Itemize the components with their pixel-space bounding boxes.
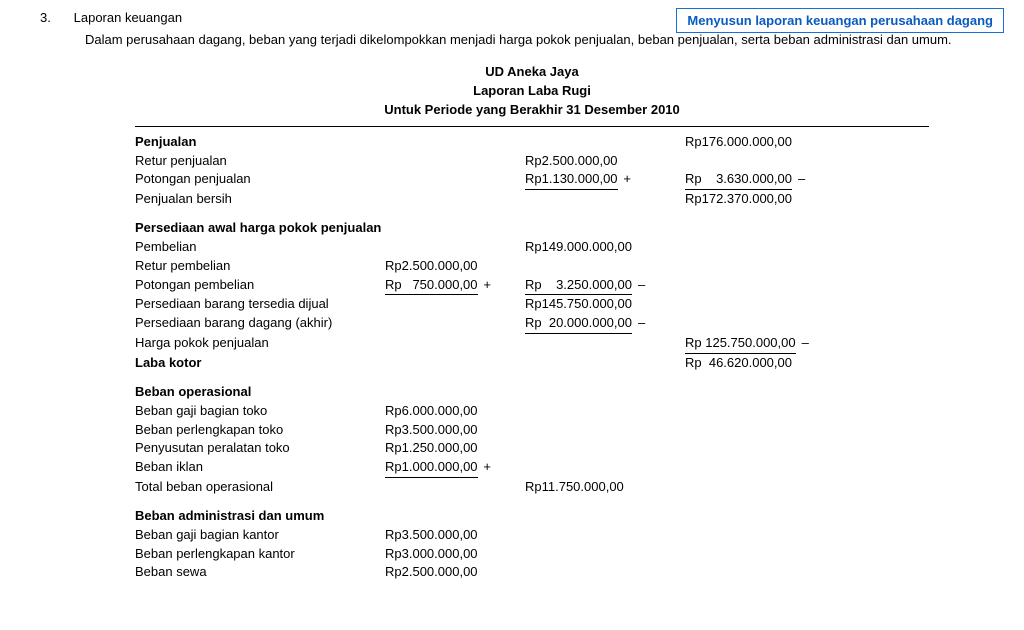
row-potongan-penjualan: Potongan penjualan Rp1.130.000,00 + Rp 3… bbox=[135, 170, 929, 190]
row-retur-pembelian: Retur pembelian Rp2.500.000,00 bbox=[135, 257, 929, 276]
row-perlengkapan-kantor: Beban perlengkapan kantor Rp3.000.000,00 bbox=[135, 545, 929, 564]
amount: Rp1.000.000,00 + bbox=[385, 458, 525, 478]
label: Persediaan awal harga pokok penjualan bbox=[135, 219, 385, 238]
label: Beban perlengkapan kantor bbox=[135, 545, 385, 564]
label: Potongan penjualan bbox=[135, 170, 385, 189]
label: Penjualan bbox=[135, 133, 385, 152]
amount: Rp1.250.000,00 bbox=[385, 439, 525, 458]
amount: Rp2.500.000,00 bbox=[525, 152, 685, 171]
amount: Rp6.000.000,00 bbox=[385, 402, 525, 421]
amount: Rp149.000.000,00 bbox=[525, 238, 685, 257]
row-hpp: Harga pokok penjualan Rp 125.750.000,00 … bbox=[135, 334, 929, 354]
company-name: UD Aneka Jaya bbox=[135, 63, 929, 82]
label: Penjualan bersih bbox=[135, 190, 385, 209]
label: Retur penjualan bbox=[135, 152, 385, 171]
row-gaji-kantor: Beban gaji bagian kantor Rp3.500.000,00 bbox=[135, 526, 929, 545]
label: Retur pembelian bbox=[135, 257, 385, 276]
amount: Rp3.500.000,00 bbox=[385, 421, 525, 440]
section-number: 3. bbox=[40, 10, 70, 25]
row-pembelian: Pembelian Rp149.000.000,00 bbox=[135, 238, 929, 257]
row-retur-penjualan: Retur penjualan Rp2.500.000,00 bbox=[135, 152, 929, 171]
amount: Rp 125.750.000,00 – bbox=[685, 334, 855, 354]
callout-box: Menyusun laporan keuangan perusahaan dag… bbox=[676, 8, 1004, 33]
amount-sum: Rp 3.630.000,00 – bbox=[685, 170, 855, 190]
label: Beban iklan bbox=[135, 458, 385, 477]
amount: Rp1.130.000,00 + bbox=[525, 170, 685, 190]
amount: Rp 750.000,00 + bbox=[385, 276, 525, 296]
label: Beban administrasi dan umum bbox=[135, 507, 385, 526]
amount: Rp 46.620.000,00 bbox=[685, 354, 855, 373]
amount: Rp11.750.000,00 bbox=[525, 478, 685, 497]
label: Penyusutan peralatan toko bbox=[135, 439, 385, 458]
label: Beban perlengkapan toko bbox=[135, 421, 385, 440]
body-paragraph: Dalam perusahaan dagang, beban yang terj… bbox=[85, 31, 984, 49]
row-iklan: Beban iklan Rp1.000.000,00 + bbox=[135, 458, 929, 478]
amount: Rp172.370.000,00 bbox=[685, 190, 855, 209]
row-laba-kotor: Laba kotor Rp 46.620.000,00 bbox=[135, 354, 929, 373]
row-persediaan-akhir: Persediaan barang dagang (akhir) Rp 20.0… bbox=[135, 314, 929, 334]
income-statement: UD Aneka Jaya Laporan Laba Rugi Untuk Pe… bbox=[135, 63, 929, 582]
amount: Rp176.000.000,00 bbox=[685, 133, 855, 152]
amount: Rp 20.000.000,00 – bbox=[525, 314, 685, 334]
section-title: Laporan keuangan bbox=[74, 10, 182, 25]
row-gaji-toko: Beban gaji bagian toko Rp6.000.000,00 bbox=[135, 402, 929, 421]
row-penjualan: Penjualan Rp176.000.000,00 bbox=[135, 133, 929, 152]
label: Pembelian bbox=[135, 238, 385, 257]
report-title: Laporan Laba Rugi bbox=[135, 82, 929, 101]
label: Total beban operasional bbox=[135, 478, 385, 497]
row-persediaan-awal: Persediaan awal harga pokok penjualan bbox=[135, 219, 929, 238]
label: Persediaan barang tersedia dijual bbox=[135, 295, 385, 314]
label: Laba kotor bbox=[135, 354, 385, 373]
label: Potongan pembelian bbox=[135, 276, 385, 295]
row-perlengkapan-toko: Beban perlengkapan toko Rp3.500.000,00 bbox=[135, 421, 929, 440]
row-penjualan-bersih: Penjualan bersih Rp172.370.000,00 bbox=[135, 190, 929, 209]
report-period: Untuk Periode yang Berakhir 31 Desember … bbox=[135, 101, 929, 120]
divider bbox=[135, 126, 929, 127]
amount: Rp2.500.000,00 bbox=[385, 257, 525, 276]
row-beban-operasional: Beban operasional bbox=[135, 383, 929, 402]
amount-sum: Rp 3.250.000,00 – bbox=[525, 276, 685, 296]
label: Beban gaji bagian kantor bbox=[135, 526, 385, 545]
amount: Rp3.500.000,00 bbox=[385, 526, 525, 545]
row-total-operasional: Total beban operasional Rp11.750.000,00 bbox=[135, 478, 929, 497]
label: Persediaan barang dagang (akhir) bbox=[135, 314, 385, 333]
row-persediaan-dijual: Persediaan barang tersedia dijual Rp145.… bbox=[135, 295, 929, 314]
row-sewa: Beban sewa Rp2.500.000,00 bbox=[135, 563, 929, 582]
amount: Rp3.000.000,00 bbox=[385, 545, 525, 564]
label: Beban operasional bbox=[135, 383, 385, 402]
row-penyusutan-toko: Penyusutan peralatan toko Rp1.250.000,00 bbox=[135, 439, 929, 458]
amount: Rp2.500.000,00 bbox=[385, 563, 525, 582]
amount: Rp145.750.000,00 bbox=[525, 295, 685, 314]
label: Harga pokok penjualan bbox=[135, 334, 385, 353]
label: Beban gaji bagian toko bbox=[135, 402, 385, 421]
row-beban-admin: Beban administrasi dan umum bbox=[135, 507, 929, 526]
label: Beban sewa bbox=[135, 563, 385, 582]
row-potongan-pembelian: Potongan pembelian Rp 750.000,00 + Rp 3.… bbox=[135, 276, 929, 296]
report-header: UD Aneka Jaya Laporan Laba Rugi Untuk Pe… bbox=[135, 63, 929, 120]
